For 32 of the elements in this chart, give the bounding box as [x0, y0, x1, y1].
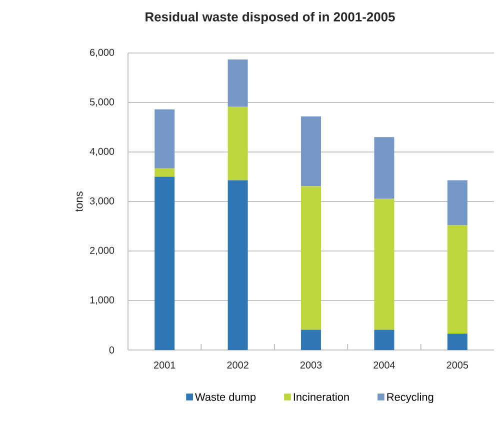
y-tick-label: 2,000	[90, 246, 114, 256]
x-tick-label: 2002	[227, 362, 248, 369]
y-tick-label: 3,000	[90, 197, 114, 206]
x-tick-label: 2005	[446, 362, 468, 369]
y-tick-label: 6,000	[90, 48, 114, 58]
bar	[301, 116, 322, 186]
bar	[447, 180, 468, 226]
bar	[228, 180, 248, 350]
bar	[154, 168, 175, 177]
x-tick-label: 2003	[300, 362, 322, 369]
bar	[374, 198, 394, 330]
bar	[154, 109, 175, 168]
y-tick-label: 1,000	[90, 296, 114, 305]
bar	[447, 225, 468, 334]
x-tick-label: 2004	[374, 362, 395, 369]
bar	[301, 330, 322, 350]
chart-title: Residual waste disposed of in 2001-2005	[146, 12, 395, 24]
x-tick-label: 2001	[154, 362, 176, 369]
y-axis-title: tons	[76, 192, 83, 212]
legend-label: Incineration	[294, 392, 349, 401]
bar	[154, 176, 175, 350]
bar	[374, 137, 394, 199]
bar	[447, 334, 468, 350]
legend-label: Recycling	[387, 392, 434, 403]
bar	[228, 106, 248, 180]
y-tick-label: 0	[109, 346, 114, 354]
y-tick-label: 5,000	[90, 98, 114, 107]
y-tick-label: 4,000	[90, 148, 114, 156]
bar	[301, 186, 322, 330]
bar	[228, 59, 248, 106]
bar	[374, 330, 394, 350]
legend-label: Waste dump	[195, 392, 256, 403]
